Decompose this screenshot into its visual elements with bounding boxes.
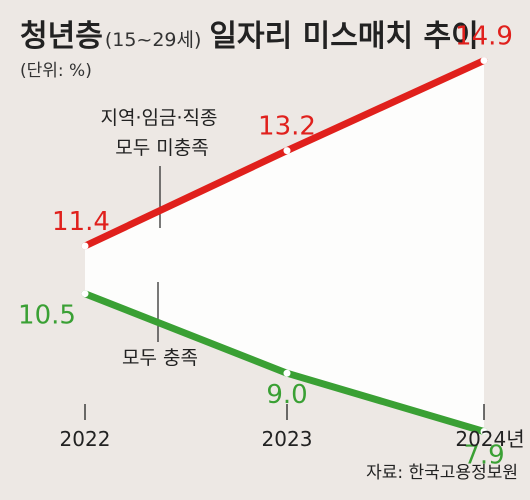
data-label: 13.2 — [258, 112, 316, 142]
x-tick-label: 2022 — [60, 427, 111, 451]
unit-label: (단위: %) — [20, 61, 92, 81]
data-points — [81, 57, 488, 435]
series-annotation-mismatch: 지역·임금·직종 모두 미충족 — [100, 107, 223, 159]
x-axis: 2022 2023 2024년 — [60, 404, 525, 451]
x-tick-label: 2023 — [262, 427, 313, 451]
data-label: 10.5 — [18, 301, 76, 331]
x-tick-label: 2024년 — [455, 427, 524, 451]
data-point — [81, 242, 89, 250]
annotation-line-1: 지역·임금·직종 — [100, 107, 217, 129]
data-point — [283, 369, 291, 377]
data-label: 11.4 — [52, 207, 110, 237]
chart-title: 청년층 (15~29세) 일자리 미스매치 추이 — [20, 19, 479, 54]
series-annotation-match: 모두 충족 — [122, 347, 198, 369]
title-paren: (15~29세) — [105, 29, 202, 51]
data-point — [480, 428, 488, 435]
gap-band — [85, 60, 484, 432]
data-point — [480, 57, 488, 64]
title-main: 청년층 — [20, 19, 103, 54]
title-rest: 일자리 미스매치 추이 — [209, 19, 478, 54]
data-point — [283, 147, 291, 155]
data-label: 7.9 — [463, 441, 504, 471]
source-note: 자료: 한국고용정보원 — [366, 463, 518, 483]
annotation-line-2: 모두 미충족 — [115, 137, 208, 159]
data-label: 14.9 — [455, 22, 513, 52]
data-point — [81, 290, 89, 298]
